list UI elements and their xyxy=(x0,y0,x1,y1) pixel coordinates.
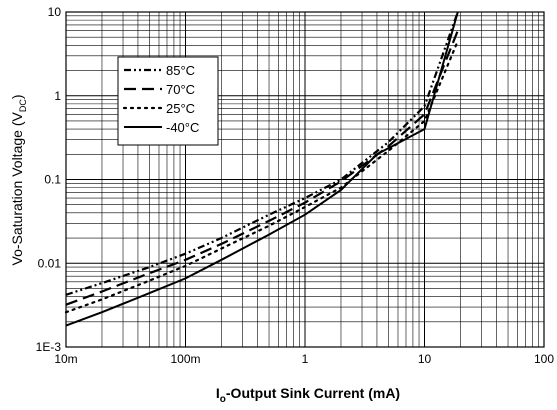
series-group xyxy=(64,11,459,327)
series-line-70 xyxy=(65,30,459,306)
x-tick-label: 10 xyxy=(418,352,432,366)
x-axis-title-prefix: I xyxy=(216,385,220,401)
legend-label-value: 85 xyxy=(166,63,180,78)
legend-box xyxy=(117,56,219,146)
legend-label-value: 25 xyxy=(166,101,180,116)
legend-label-unit: °C xyxy=(180,101,195,116)
x-tick-label: 1 xyxy=(302,352,309,366)
y-tick-label: 0.1 xyxy=(44,173,61,187)
x-tick-label: 100 xyxy=(534,352,554,366)
series-line--40 xyxy=(65,11,459,327)
y-tick-label: 10 xyxy=(48,5,62,19)
x-axis-title: Io-Output Sink Current (mA) xyxy=(216,385,400,405)
plot-frame xyxy=(65,11,545,348)
legend-label-value: 70 xyxy=(166,82,180,97)
y-tick-label: 1E-3 xyxy=(36,340,62,354)
x-tick-label: 10m xyxy=(54,352,77,366)
y-tick-label: 1 xyxy=(54,89,61,103)
legend-label-value: -40 xyxy=(166,120,185,135)
y-axis-title-subscript: DC xyxy=(18,99,28,112)
y-axis-title-main: Vo-Saturation Voltage (V xyxy=(9,112,25,266)
tick-labels: 10m 100m 1 10 100 1E-3 0.01 0.1 1 10 xyxy=(36,5,555,366)
legend-label: -40°C xyxy=(166,120,199,135)
x-axis-title-main: -Output Sink Current (mA) xyxy=(226,385,400,401)
legend-label: 70°C xyxy=(166,82,195,97)
x-tick-label: 100m xyxy=(170,352,200,366)
legend: 85°C70°C25°C-40°C xyxy=(117,56,219,146)
y-axis-title: Vo-Saturation Voltage (VDC) xyxy=(9,95,28,266)
series-line-85 xyxy=(65,11,459,296)
legend-label-unit: °C xyxy=(180,82,195,97)
x-axis-title-subscript: o xyxy=(220,394,226,405)
legend-label: 85°C xyxy=(166,63,195,78)
legend-label: 25°C xyxy=(166,101,195,116)
legend-label-unit: °C xyxy=(180,63,195,78)
y-tick-label: 0.01 xyxy=(38,256,62,270)
y-axis-title-suffix: ) xyxy=(9,95,25,100)
legend-label-unit: °C xyxy=(185,120,200,135)
